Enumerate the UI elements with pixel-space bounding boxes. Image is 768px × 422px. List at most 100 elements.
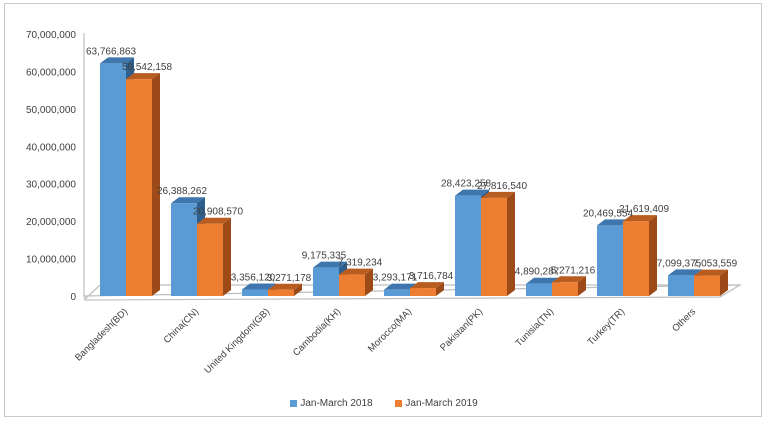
data-label: 20,908,570 — [193, 207, 243, 218]
legend-item-2019[interactable]: Jan-March 2019 — [395, 398, 478, 409]
bar-side — [649, 215, 657, 296]
y-tick-label: 20,000,000 — [26, 217, 76, 228]
bar-front — [100, 63, 126, 296]
data-label: 5,271,216 — [551, 265, 596, 276]
data-label: 7,319,234 — [338, 258, 383, 269]
legend: Jan-March 2018 Jan-March 2019 — [0, 398, 768, 410]
bar-top — [410, 282, 444, 289]
legend-label-2019: Jan-March 2019 — [405, 398, 478, 409]
bar-front — [126, 79, 152, 296]
x-tick-label: United Kingdom(GB) — [202, 306, 272, 376]
data-label: 63,766,863 — [86, 46, 136, 57]
bar-front — [694, 275, 720, 296]
bar-top — [313, 261, 347, 268]
bar-top — [126, 73, 160, 80]
x-tick-label: Morocco(MA) — [366, 306, 414, 354]
data-label: 3,716,784 — [409, 271, 454, 282]
bar-2019[interactable] — [268, 283, 302, 296]
bar-2019[interactable] — [410, 282, 444, 296]
y-tick-label: 0 — [70, 292, 76, 303]
bar-front — [552, 282, 578, 296]
bar-front — [313, 267, 339, 296]
legend-label-2018: Jan-March 2018 — [300, 398, 373, 409]
bar-side — [578, 276, 586, 296]
bar-side — [436, 282, 444, 296]
bar-top — [694, 269, 728, 276]
bar-front — [597, 225, 623, 296]
bar-top — [339, 268, 373, 275]
data-label: 3,293,171 — [373, 273, 418, 284]
bar-2019[interactable] — [339, 268, 373, 296]
bar-2019[interactable] — [552, 276, 586, 296]
data-label: 7,099,375 — [657, 258, 702, 269]
bar-front — [171, 203, 197, 296]
x-tick-label: Cambodia(KH) — [291, 306, 343, 358]
data-label: 3,271,178 — [267, 273, 312, 284]
y-tick-label: 50,000,000 — [26, 105, 76, 116]
x-tick-label: Turkey(TR) — [586, 306, 627, 347]
data-label: 26,388,262 — [157, 186, 207, 197]
floor-left-edge — [83, 284, 101, 301]
bar-front — [410, 288, 436, 296]
data-label: 59,542,158 — [122, 62, 172, 73]
x-tick-label: China(CN) — [162, 306, 202, 346]
legend-item-2018[interactable]: Jan-March 2018 — [290, 398, 373, 409]
bar-front — [455, 195, 481, 296]
bar-2019[interactable] — [126, 73, 160, 296]
bar-front — [481, 197, 507, 296]
bar-top — [597, 219, 631, 226]
bar-2019[interactable] — [623, 215, 657, 296]
data-label: 20,469,554 — [583, 208, 633, 219]
bar-top — [668, 269, 702, 276]
data-label: 21,619,409 — [619, 204, 669, 215]
legend-swatch-2018 — [290, 400, 298, 407]
bar-side — [294, 283, 302, 296]
data-label: 9,175,335 — [302, 251, 347, 262]
y-axis-ticks: 0 10,000,000 20,000,000 30,000,000 40,000,00… — [26, 30, 77, 303]
bar-top — [171, 197, 205, 204]
bar-front — [339, 274, 365, 296]
y-tick-label: 10,000,000 — [26, 255, 76, 266]
bar-side — [223, 217, 231, 296]
bar-top — [384, 283, 418, 290]
bar-front — [668, 275, 694, 296]
bar-side — [720, 269, 728, 296]
bar-2019[interactable] — [694, 269, 728, 296]
bar-2019[interactable] — [481, 191, 515, 296]
bar-top — [100, 57, 134, 64]
x-tick-label: Tunisia(TN) — [514, 306, 557, 349]
y-tick-label: 40,000,000 — [26, 142, 76, 153]
bar-front — [384, 289, 410, 296]
bar-front — [242, 289, 268, 296]
y-tick-label: 60,000,000 — [26, 67, 76, 78]
data-labels: 63,766,863 59,542,158 26,388,262 20,908,570… — [86, 46, 738, 283]
data-label: 28,423,258 — [441, 179, 491, 190]
data-label: 7,053,559 — [693, 259, 738, 270]
bar-top — [197, 217, 231, 224]
bar-front — [623, 221, 649, 296]
bar-2019[interactable] — [197, 217, 231, 296]
x-tick-label: Others — [670, 306, 698, 334]
x-tick-label: Pakistan(PK) — [438, 306, 485, 353]
x-tick-label: Bangladesh(BD) — [73, 306, 130, 363]
bar-top — [481, 191, 515, 198]
bar-top — [455, 189, 489, 196]
bar-top — [623, 215, 657, 222]
bar-front — [197, 223, 223, 296]
bar-side — [507, 191, 515, 296]
bar-top — [526, 277, 560, 284]
data-label: 4,890,287 — [515, 267, 560, 278]
bar-top — [242, 283, 276, 290]
bar-side — [152, 73, 160, 296]
legend-swatch-2019 — [395, 400, 403, 407]
bar-front — [268, 289, 294, 296]
bar-front — [526, 283, 552, 296]
bar-side — [365, 268, 373, 296]
bars — [100, 57, 728, 296]
x-axis-labels: Bangladesh(BD) China(CN) United Kingdom(GB… — [73, 306, 698, 376]
y-tick-label: 70,000,000 — [26, 30, 76, 41]
data-label: 27,816,540 — [477, 181, 527, 192]
y-tick-label: 30,000,000 — [26, 180, 76, 191]
bar-top — [268, 283, 302, 290]
